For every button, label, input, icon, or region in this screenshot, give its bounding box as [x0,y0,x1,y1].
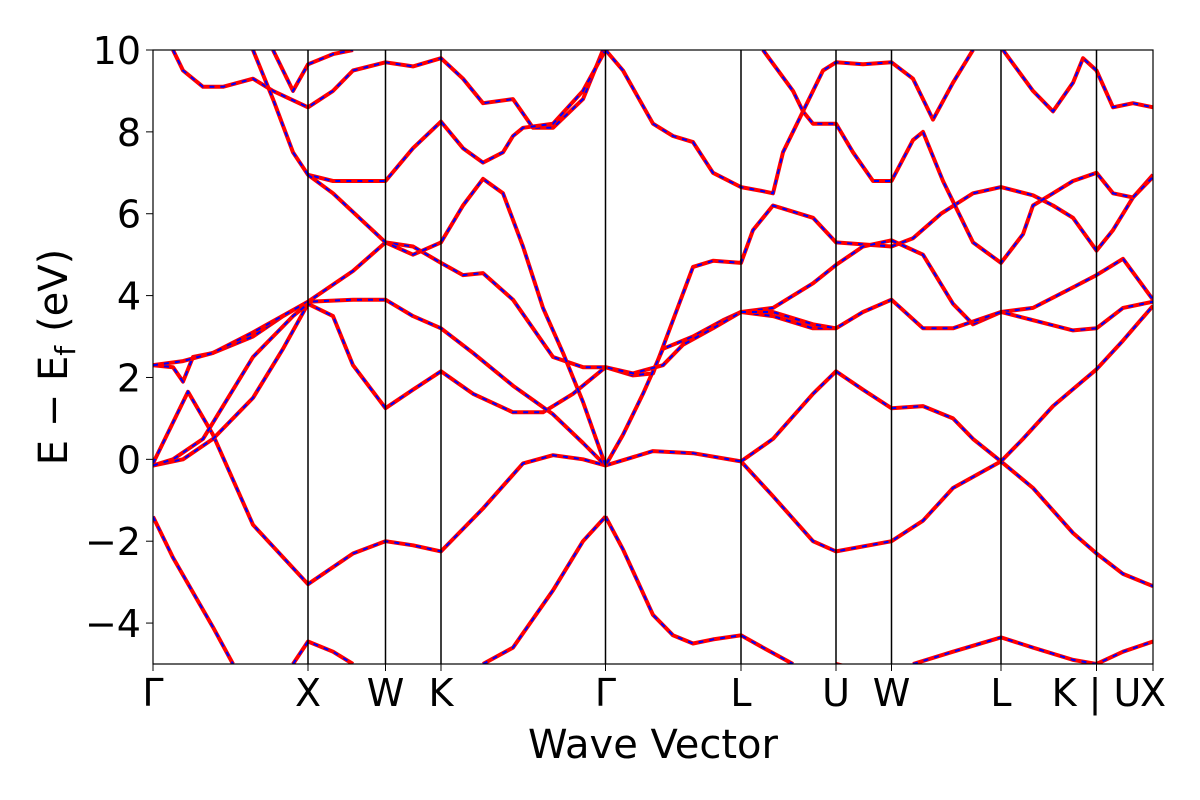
band-line-dashed-17 [912,636,1153,664]
band-line-dashed-4 [153,241,1153,375]
y-tick-label-3: 2 [117,356,141,400]
x-tick-label-1: X [295,671,321,715]
band-line-dashed-19 [741,311,837,330]
band-line-dashed-15 [292,640,354,664]
band-line-dashed-14 [604,516,794,664]
y-tick-label-6: 8 [117,111,141,155]
band-line-dashed-11 [762,50,974,122]
y-tick-label-7: 10 [93,29,141,73]
y-axis-label-sub: f [49,345,82,356]
band-line-dashed-0 [153,516,234,664]
x-tick-label-9: K | U [1052,671,1142,716]
y-axis-label-unit: (eV) [31,249,77,332]
x-tick-label-2: W [367,671,405,715]
band-line-dashed-3 [153,239,1153,468]
band-line-dashed-18 [1000,305,1153,463]
x-tick-label-5: L [730,671,751,715]
high-symmetry-lines [307,50,1098,664]
x-tick-label-10: X [1140,671,1166,715]
band-line-dashed-20 [740,370,1002,463]
plot-frame [152,49,1154,665]
x-tick-label-0: Γ [142,671,163,715]
x-tick-label-4: Γ [595,671,616,715]
band-line-dashed-1 [153,389,1153,588]
y-tick-label-4: 4 [117,275,141,319]
y-tick-label-2: 0 [117,438,141,482]
y-tick-label-1: −2 [85,520,141,564]
band-line-dashed-10 [604,50,1153,265]
band-line-dashed-16 [482,515,607,664]
band-line-dashed-6 [252,50,607,182]
band-line-dashed-12 [1002,50,1153,113]
band-line-dashed-8 [153,303,309,467]
x-axis-label: Wave Vector [528,722,779,768]
y-tick-label-0: −4 [85,602,141,646]
y-tick-label-5: 6 [117,193,141,237]
x-tick-label-8: L [990,671,1011,715]
x-tick-label-6: U [822,671,850,715]
y-axis-label: E − Ef (eV) [31,249,82,466]
y-axis-label-main: E − E [31,356,77,466]
y-axis-ticks: −4 −2 0 2 4 6 8 10 [85,29,153,646]
band-line-dashed-2 [153,174,1153,467]
x-tick-label-7: W [873,671,911,715]
x-tick-label-3: K [429,671,455,715]
